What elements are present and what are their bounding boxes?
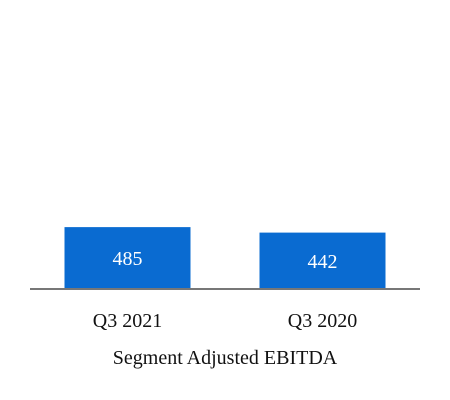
data-label: 442 xyxy=(308,251,338,273)
labels-layer: 485 Q3 2021 442 Q3 2020 xyxy=(93,248,357,332)
data-label: 485 xyxy=(113,248,143,270)
x-axis-title: Segment Adjusted EBITDA xyxy=(113,347,338,369)
bars-layer xyxy=(64,227,386,289)
bar-q3-2021 xyxy=(64,227,191,289)
x-tick-label: Q3 2020 xyxy=(288,310,357,332)
x-tick-label: Q3 2021 xyxy=(93,310,162,332)
bar-q3-2020 xyxy=(259,232,386,289)
